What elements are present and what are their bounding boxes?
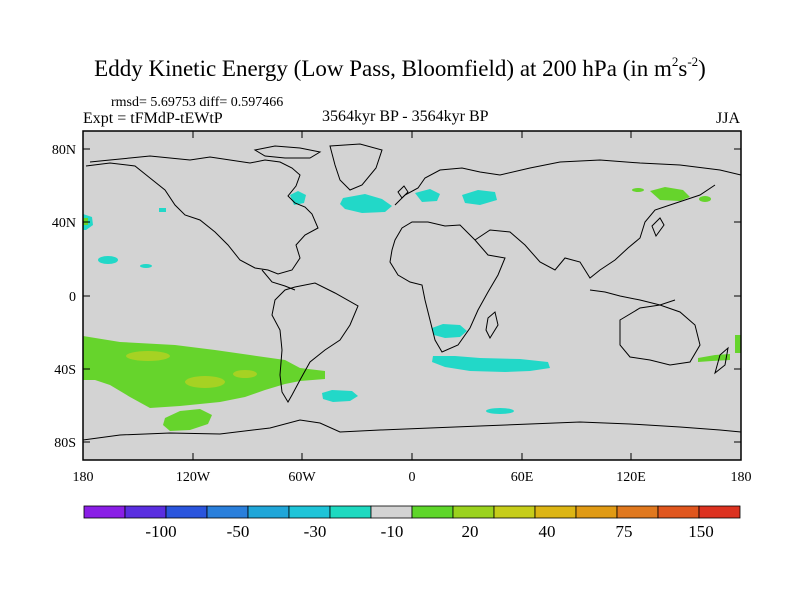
contour-green-south-pacific-2 xyxy=(163,409,212,431)
contour-yellowgreen-3 xyxy=(233,370,257,378)
colorbar-box xyxy=(247,505,290,519)
colorbar-box xyxy=(288,505,331,519)
colorbar-box xyxy=(698,505,741,519)
colorbar-label: 20 xyxy=(462,522,479,541)
map-background xyxy=(83,131,741,460)
contour-cyan-madagascar xyxy=(432,324,467,338)
colorbar-label: -100 xyxy=(145,522,176,541)
coast-greenland xyxy=(329,143,383,191)
colorbar-box xyxy=(124,505,167,519)
lat-label: 0 xyxy=(69,290,76,305)
coast-africa xyxy=(389,221,506,353)
colorbar-label: 150 xyxy=(688,522,714,541)
coast-japan xyxy=(651,217,665,238)
colorbar-label: -30 xyxy=(304,522,327,541)
lat-label: 80N xyxy=(52,143,76,158)
contour-cyan-scandinavia xyxy=(462,190,497,205)
coastlines xyxy=(83,143,741,441)
coast-europe xyxy=(394,159,741,206)
colorbar-box xyxy=(83,505,126,519)
contour-cyan-greenland-sea xyxy=(159,208,166,212)
coast-new-zealand xyxy=(714,346,729,375)
contour-green-west-pacific xyxy=(698,354,730,362)
coast-australia xyxy=(619,304,701,366)
lon-label: 60E xyxy=(511,470,534,485)
colorbar-label: 75 xyxy=(616,522,633,541)
colorbar-box xyxy=(165,505,208,519)
lon-label: 180 xyxy=(73,470,94,485)
coast-asia xyxy=(474,184,716,279)
contour-yellowgreen-2 xyxy=(185,376,225,388)
lat-ticks xyxy=(83,148,741,443)
contour-green-east-edge xyxy=(735,335,741,353)
colorbar-box xyxy=(657,505,700,519)
lon-ticks xyxy=(82,131,742,460)
contour-green-kamchatka xyxy=(650,187,690,201)
colorbar-label: 40 xyxy=(539,522,556,541)
period-label: 3564kyr BP - 3564kyr BP xyxy=(322,108,489,125)
colorbar-box xyxy=(616,505,659,519)
contour-cyan-europe xyxy=(415,189,440,202)
colorbar-box xyxy=(329,505,372,519)
colorbar-label: -10 xyxy=(381,522,404,541)
contour-cyan-n-atlantic xyxy=(340,194,392,213)
colorbar-box xyxy=(534,505,577,519)
contour-cyan-indian xyxy=(432,356,550,372)
coast-south-america xyxy=(271,282,359,403)
contour-cyan-ne-pacific xyxy=(98,256,118,264)
lat-labels: 80N 40N 0 40S 80S xyxy=(52,143,76,451)
lat-label: 40N xyxy=(52,216,76,231)
plot-title: Eddy Kinetic Energy (Low Pass, Bloomfiel… xyxy=(94,54,706,81)
colorbar-box xyxy=(493,505,536,519)
season-label: JJA xyxy=(716,110,741,127)
anomaly-field xyxy=(83,187,741,431)
coast-british-isles xyxy=(397,185,409,199)
stats-text: rmsd= 5.69753 diff= 0.597466 xyxy=(111,95,284,110)
colorbar-box xyxy=(370,505,413,519)
contour-yellowgreen-1 xyxy=(126,351,170,361)
colorbar-labels: -100 -50 -30 -10 20 40 75 150 xyxy=(145,522,713,541)
colorbar-box xyxy=(411,505,454,519)
contour-green-bering xyxy=(632,188,644,192)
lon-labels: 180 120W 60W 0 60E 120E 180 xyxy=(73,470,752,485)
lat-label: 80S xyxy=(54,436,76,451)
colorbar-box xyxy=(452,505,495,519)
lat-label: 40S xyxy=(54,363,76,378)
contour-cyan-small-pacific xyxy=(140,264,152,268)
lon-label: 0 xyxy=(409,470,416,485)
coast-madagascar xyxy=(485,311,499,340)
contour-cyan-south-indian xyxy=(486,408,514,414)
coast-arctic-islands xyxy=(253,145,322,159)
lon-label: 120W xyxy=(176,470,211,485)
coast-antarctica xyxy=(83,419,741,441)
experiment-label: Expt = tFMdP-tEWtP xyxy=(83,110,223,127)
colorbar-box xyxy=(575,505,618,519)
contour-green-aleutian xyxy=(699,196,711,202)
coast-north-america xyxy=(85,155,319,275)
lon-label: 120E xyxy=(616,470,646,485)
contour-cyan-s-atlantic xyxy=(322,390,358,402)
colorbar-box xyxy=(206,505,249,519)
lon-label: 60W xyxy=(288,470,316,485)
coast-indonesia xyxy=(589,289,676,306)
lon-label: 180 xyxy=(731,470,752,485)
colorbar-label: -50 xyxy=(227,522,250,541)
colorbar xyxy=(83,505,741,519)
